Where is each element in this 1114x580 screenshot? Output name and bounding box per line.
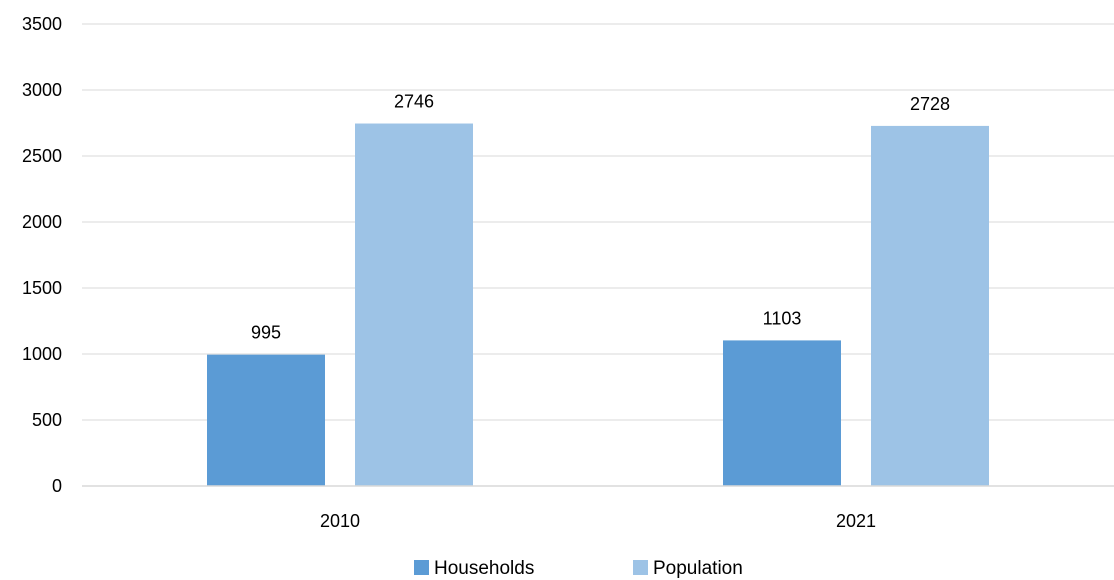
- data-labels: 995 2746 1103 2728: [251, 92, 950, 343]
- bar-population-2010: [355, 123, 473, 486]
- y-tick-label: 1000: [22, 344, 62, 364]
- data-label: 2728: [910, 94, 950, 114]
- y-tick-label: 3500: [22, 14, 62, 34]
- gridlines: [82, 23, 1114, 421]
- y-tick-label: 0: [52, 476, 62, 496]
- legend-label-population: Population: [653, 558, 743, 579]
- bar-population-2021: [871, 125, 989, 487]
- legend-label-households: Households: [434, 558, 534, 579]
- legend-swatch-households: [414, 560, 429, 575]
- y-tick-label: 2000: [22, 212, 62, 232]
- x-tick-label: 2021: [836, 511, 876, 531]
- y-tick-label: 500: [32, 410, 62, 430]
- bars: [207, 123, 989, 487]
- legend-swatch-population: [633, 560, 648, 575]
- bar-households-2010: [207, 354, 325, 486]
- x-tick-label: 2010: [320, 511, 360, 531]
- y-axis-ticks: 0 500 1000 1500 2000 2500 3000 3500: [22, 14, 62, 496]
- data-label: 1103: [763, 308, 802, 328]
- y-tick-label: 3000: [22, 80, 62, 100]
- y-tick-label: 1500: [22, 278, 62, 298]
- x-axis: 2010 2021: [82, 485, 1114, 531]
- legend: Households Population: [414, 558, 743, 579]
- data-label: 2746: [394, 92, 434, 112]
- data-label: 995: [251, 323, 281, 343]
- y-tick-label: 2500: [22, 146, 62, 166]
- bar-households-2021: [723, 340, 841, 486]
